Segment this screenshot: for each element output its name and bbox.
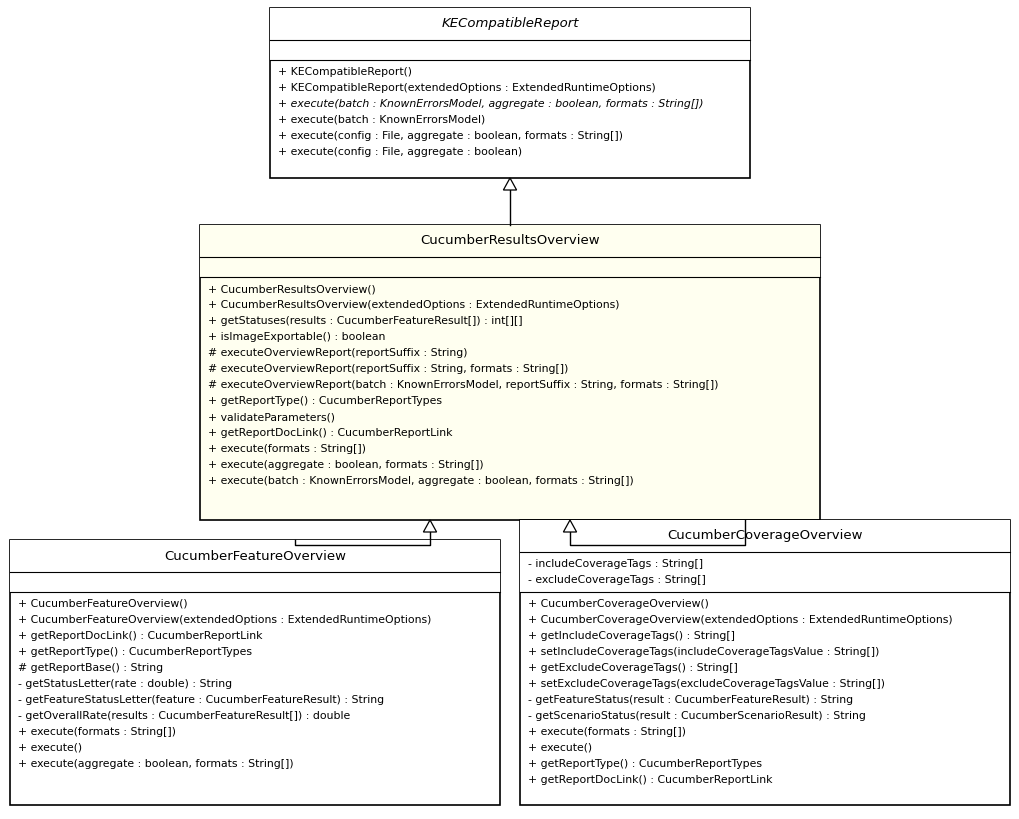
- Text: + isImageExportable() : boolean: + isImageExportable() : boolean: [208, 332, 385, 342]
- Bar: [520, 520, 1010, 552]
- Text: + execute(formats : String[]): + execute(formats : String[]): [528, 727, 686, 737]
- Polygon shape: [564, 520, 577, 532]
- Text: # executeOverviewReport(batch : KnownErrorsModel, reportSuffix : String, formats: # executeOverviewReport(batch : KnownErr…: [208, 380, 718, 390]
- Bar: [270, 8, 750, 40]
- Text: - getScenarioStatus(result : CucumberScenarioResult) : String: - getScenarioStatus(result : CucumberSce…: [528, 711, 866, 721]
- Text: + getStatuses(results : CucumberFeatureResult[]) : int[][]: + getStatuses(results : CucumberFeatureR…: [208, 316, 523, 326]
- Text: + KECompatibleReport(): + KECompatibleReport(): [278, 67, 412, 77]
- Text: - includeCoverageTags : String[]: - includeCoverageTags : String[]: [528, 559, 703, 569]
- Text: - getStatusLetter(rate : double) : String: - getStatusLetter(rate : double) : Strin…: [18, 679, 232, 689]
- Text: + CucumberCoverageOverview(): + CucumberCoverageOverview(): [528, 599, 709, 609]
- Text: + CucumberFeatureOverview(extendedOptions : ExtendedRuntimeOptions): + CucumberFeatureOverview(extendedOption…: [18, 615, 431, 625]
- Text: + execute(): + execute(): [528, 743, 592, 753]
- Text: + validateParameters(): + validateParameters(): [208, 412, 335, 422]
- Text: + execute(config : File, aggregate : boolean): + execute(config : File, aggregate : boo…: [278, 147, 522, 157]
- Text: CucumberCoverageOverview: CucumberCoverageOverview: [667, 530, 863, 542]
- Bar: [10, 540, 500, 805]
- Text: + getReportDocLink() : CucumberReportLink: + getReportDocLink() : CucumberReportLin…: [528, 775, 772, 785]
- Text: + CucumberResultsOverview(extendedOptions : ExtendedRuntimeOptions): + CucumberResultsOverview(extendedOption…: [208, 300, 620, 310]
- Text: CucumberFeatureOverview: CucumberFeatureOverview: [164, 550, 346, 563]
- Text: - getFeatureStatusLetter(feature : CucumberFeatureResult) : String: - getFeatureStatusLetter(feature : Cucum…: [18, 695, 384, 705]
- Text: + CucumberResultsOverview(): + CucumberResultsOverview(): [208, 284, 376, 294]
- Text: + KECompatibleReport(extendedOptions : ExtendedRuntimeOptions): + KECompatibleReport(extendedOptions : E…: [278, 83, 656, 93]
- Text: - getFeatureStatus(result : CucumberFeatureResult) : String: - getFeatureStatus(result : CucumberFeat…: [528, 695, 853, 705]
- Text: + getReportType() : CucumberReportTypes: + getReportType() : CucumberReportTypes: [18, 647, 252, 657]
- Text: + execute(): + execute(): [18, 743, 83, 753]
- Text: # executeOverviewReport(reportSuffix : String, formats : String[]): # executeOverviewReport(reportSuffix : S…: [208, 364, 569, 374]
- Text: # getReportBase() : String: # getReportBase() : String: [18, 663, 163, 673]
- Bar: [10, 572, 500, 592]
- Bar: [520, 552, 1010, 592]
- Text: + execute(batch : KnownErrorsModel): + execute(batch : KnownErrorsModel): [278, 115, 485, 125]
- Bar: [10, 540, 500, 572]
- Text: + getExcludeCoverageTags() : String[]: + getExcludeCoverageTags() : String[]: [528, 663, 738, 673]
- Text: KECompatibleReport: KECompatibleReport: [441, 17, 579, 30]
- Bar: [520, 520, 1010, 805]
- Polygon shape: [503, 178, 517, 190]
- Bar: [200, 225, 820, 520]
- Text: - getOverallRate(results : CucumberFeatureResult[]) : double: - getOverallRate(results : CucumberFeatu…: [18, 711, 351, 721]
- Text: + execute(batch : KnownErrorsModel, aggregate : boolean, formats : String[]): + execute(batch : KnownErrorsModel, aggr…: [278, 99, 703, 109]
- Text: + getReportDocLink() : CucumberReportLink: + getReportDocLink() : CucumberReportLin…: [208, 428, 452, 438]
- Bar: [270, 8, 750, 178]
- Text: # executeOverviewReport(reportSuffix : String): # executeOverviewReport(reportSuffix : S…: [208, 348, 468, 358]
- Text: + execute(config : File, aggregate : boolean, formats : String[]): + execute(config : File, aggregate : boo…: [278, 131, 623, 141]
- Polygon shape: [424, 520, 436, 532]
- Text: + execute(batch : KnownErrorsModel, aggregate : boolean, formats : String[]): + execute(batch : KnownErrorsModel, aggr…: [208, 476, 634, 486]
- Text: - excludeCoverageTags : String[]: - excludeCoverageTags : String[]: [528, 575, 706, 585]
- Bar: [200, 225, 820, 257]
- Text: + getReportType() : CucumberReportTypes: + getReportType() : CucumberReportTypes: [528, 759, 762, 769]
- Bar: [270, 40, 750, 60]
- Text: CucumberResultsOverview: CucumberResultsOverview: [420, 234, 600, 247]
- Text: + getIncludeCoverageTags() : String[]: + getIncludeCoverageTags() : String[]: [528, 631, 735, 641]
- Text: + getReportType() : CucumberReportTypes: + getReportType() : CucumberReportTypes: [208, 396, 442, 406]
- Text: + setExcludeCoverageTags(excludeCoverageTagsValue : String[]): + setExcludeCoverageTags(excludeCoverage…: [528, 679, 884, 689]
- Text: + execute(formats : String[]): + execute(formats : String[]): [18, 727, 176, 737]
- Text: + execute(aggregate : boolean, formats : String[]): + execute(aggregate : boolean, formats :…: [18, 759, 293, 769]
- Text: + CucumberFeatureOverview(): + CucumberFeatureOverview(): [18, 599, 187, 609]
- Text: + setIncludeCoverageTags(includeCoverageTagsValue : String[]): + setIncludeCoverageTags(includeCoverage…: [528, 647, 879, 657]
- Text: + CucumberCoverageOverview(extendedOptions : ExtendedRuntimeOptions): + CucumberCoverageOverview(extendedOptio…: [528, 615, 953, 625]
- Text: + execute(aggregate : boolean, formats : String[]): + execute(aggregate : boolean, formats :…: [208, 460, 484, 470]
- Text: + execute(formats : String[]): + execute(formats : String[]): [208, 444, 366, 454]
- Text: + getReportDocLink() : CucumberReportLink: + getReportDocLink() : CucumberReportLin…: [18, 631, 263, 641]
- Bar: [200, 257, 820, 277]
